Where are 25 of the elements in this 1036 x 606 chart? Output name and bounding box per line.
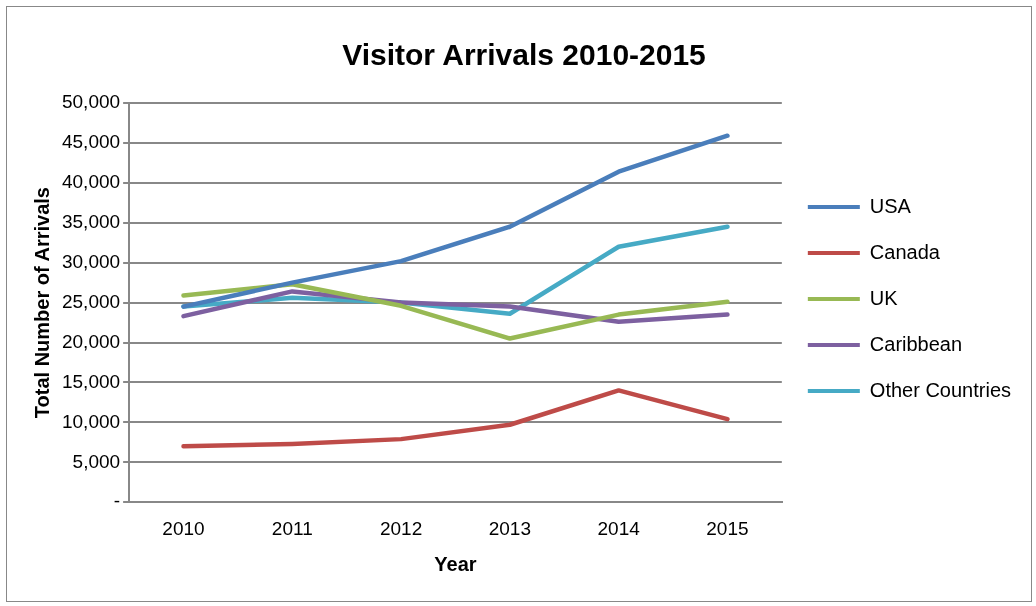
x-tick-label: 2013 (488, 517, 531, 539)
legend-label: Caribbean (869, 332, 963, 355)
legend-label: Canada (869, 240, 941, 263)
y-tick-label: 20,000 (61, 330, 121, 352)
y-tick-label: 25,000 (61, 290, 121, 312)
x-tick-label: 2011 (271, 517, 313, 539)
legend-label: USA (869, 194, 912, 217)
y-tick-label: 35,000 (61, 210, 121, 232)
x-tick-label: 2012 (379, 517, 423, 539)
y-tick-label: - (113, 490, 121, 512)
y-axis-title: Total Number of Arrivals (30, 187, 53, 419)
y-tick-label: 30,000 (61, 250, 121, 272)
x-tick-label: 2015 (706, 517, 749, 539)
x-tick-label: 2010 (162, 517, 205, 539)
y-tick-label: 15,000 (61, 370, 121, 392)
y-tick-label: 40,000 (61, 171, 121, 193)
legend-label: Other Countries (869, 378, 1011, 401)
y-tick-label: 50,000 (61, 91, 121, 113)
y-tick-label: 5,000 (72, 450, 121, 472)
y-tick-label: 10,000 (61, 410, 121, 432)
y-tick-label: 45,000 (61, 131, 121, 153)
x-tick-label: 2014 (597, 517, 641, 539)
chart-title: Visitor Arrivals 2010-2015 (342, 38, 706, 72)
x-axis-title: Year (434, 552, 477, 575)
legend-label: UK (869, 286, 899, 309)
